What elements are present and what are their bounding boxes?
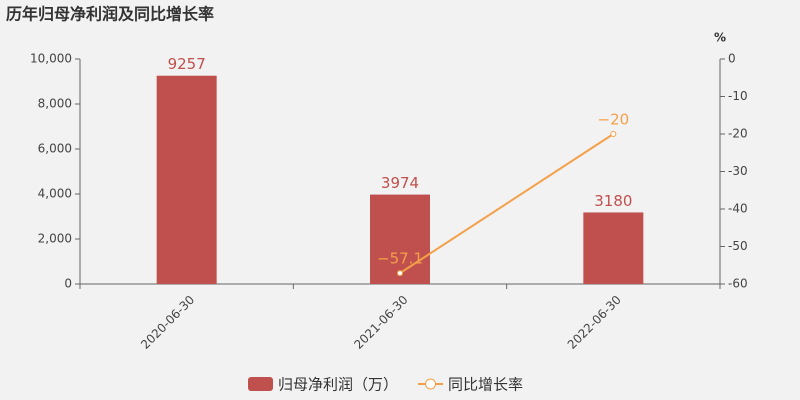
y2-tick-label: -60: [728, 277, 748, 291]
y2-axis-label: %: [714, 31, 726, 45]
y-tick-label: 4,000: [38, 187, 72, 201]
y-tick-label: 2,000: [38, 232, 72, 246]
y2-tick-label: -30: [728, 164, 748, 178]
legend-label: 同比增长率: [448, 376, 523, 394]
line-point: [610, 131, 617, 137]
y2-tick-label: -50: [728, 239, 748, 253]
bar: [156, 75, 217, 284]
line-value-label: −20: [598, 111, 630, 129]
bar-value-label: 9257: [168, 55, 206, 73]
y2-tick-label: -10: [728, 89, 748, 103]
line-point: [397, 270, 403, 277]
y-tick-label: 6,000: [38, 142, 72, 156]
y2-tick-label: 0: [728, 52, 736, 66]
bar: [583, 212, 644, 284]
chart-title: 历年归母净利润及同比增长率: [6, 5, 214, 24]
bar-value-label: 3974: [381, 174, 419, 192]
bar: [370, 194, 430, 284]
legend-label: 归母净利润（万）: [278, 376, 398, 394]
bar-value-label: 3180: [594, 192, 632, 210]
line-value-label: −57.1: [377, 250, 423, 268]
y2-tick-label: -40: [728, 202, 748, 216]
legend-swatch: [248, 377, 273, 391]
y-tick-label: 0: [64, 277, 72, 291]
y-tick-label: 8,000: [38, 97, 72, 111]
line: [399, 133, 614, 274]
legend-swatch: [425, 378, 437, 390]
y2-tick-label: -20: [728, 127, 748, 141]
y-tick-label: 10,000: [30, 52, 72, 66]
